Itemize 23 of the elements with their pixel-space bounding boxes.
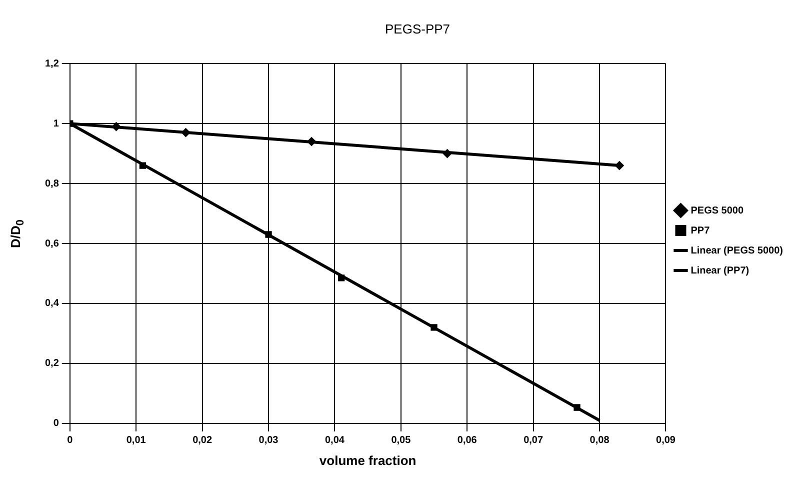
x-tick-label: 0,09 [656, 435, 676, 446]
x-tick-label: 0,07 [524, 435, 544, 446]
legend-label: Linear (PP7) [690, 265, 750, 276]
y-tick-label: 0,8 [44, 178, 60, 190]
chart-title: PEGS-PP7 [384, 21, 450, 36]
legend-label: PEGS 5000 [690, 205, 744, 216]
x-tick-label: 0,03 [258, 435, 279, 446]
y-tick-label: 0,2 [44, 358, 60, 370]
x-tick-label: 0 [67, 435, 74, 446]
x-tick-label: 0,05 [391, 435, 412, 446]
x-tick-label: 0,08 [590, 435, 610, 446]
x-tick-label: 0,04 [324, 435, 345, 446]
x-tick-label: 0,01 [126, 435, 146, 446]
y-tick-label: 0 [53, 418, 60, 430]
x-tick-label: 0,02 [192, 435, 212, 446]
x-tick-label: 0,06 [457, 435, 478, 446]
y-tick-label: 1,2 [44, 58, 60, 70]
legend-label: PP7 [690, 225, 710, 236]
x-axis-title: volume fraction [319, 452, 416, 468]
y-tick-label: 1 [53, 118, 60, 130]
y-tick-label: 0,4 [44, 298, 60, 310]
y-tick-label: 0,6 [44, 238, 60, 250]
legend-label: Linear (PEGS 5000) [690, 245, 784, 256]
